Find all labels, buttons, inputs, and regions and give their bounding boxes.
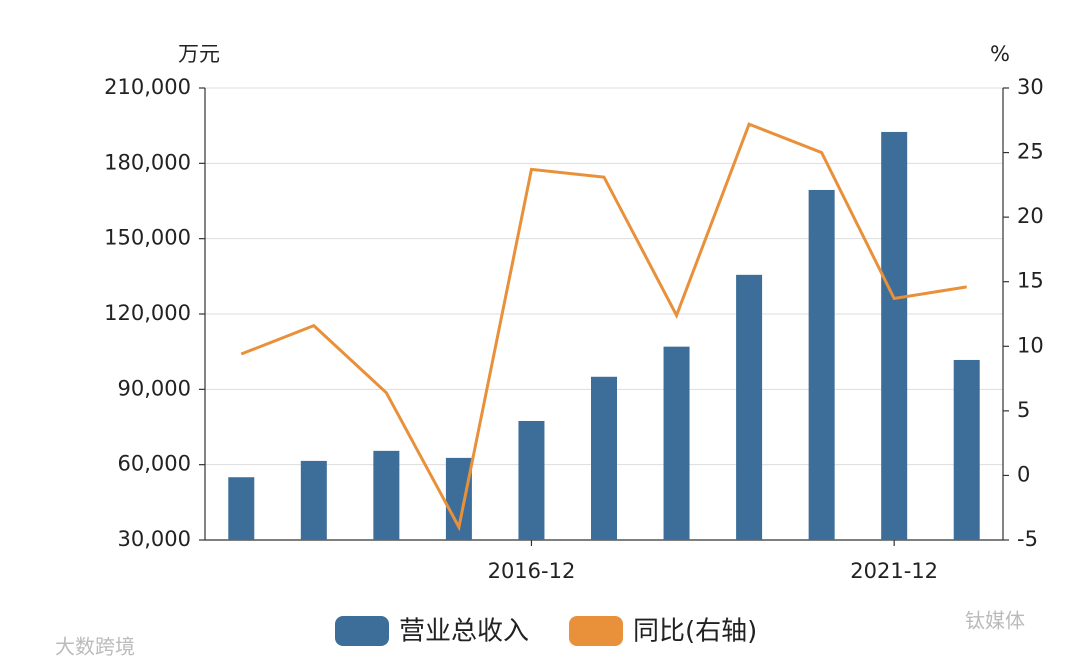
y-tick-label: 90,000 <box>118 376 191 400</box>
bar <box>591 376 617 540</box>
legend-label: 营业总收入 <box>399 617 529 647</box>
y2-tick-label: 20 <box>1017 204 1044 228</box>
y2-tick-label: 15 <box>1017 269 1044 293</box>
legend-swatch <box>335 616 389 646</box>
y-unit: 万元 <box>178 42 220 66</box>
x-tick-label: 2016-12 <box>488 559 576 583</box>
legend-label: 同比(右轴) <box>633 617 757 647</box>
y2-tick-label: 25 <box>1017 140 1044 164</box>
y-tick-label: 180,000 <box>104 150 191 174</box>
bar <box>736 274 763 540</box>
line <box>240 122 967 532</box>
watermark: 大数跨境 <box>55 635 135 659</box>
bar <box>953 359 980 540</box>
bar <box>518 420 545 540</box>
bar <box>881 131 908 540</box>
y2-unit: % <box>990 42 1010 66</box>
watermark: 钛媒体 <box>965 609 1025 633</box>
x-tick-label: 2021-12 <box>850 559 938 583</box>
bar <box>373 450 400 540</box>
bar <box>808 189 835 540</box>
bar <box>663 346 690 540</box>
y2-tick-label: 30 <box>1017 75 1044 99</box>
y-tick-label: 30,000 <box>118 527 191 551</box>
y-tick-label: 60,000 <box>118 452 191 476</box>
bar <box>300 460 327 540</box>
y2-tick-label: 10 <box>1017 333 1044 357</box>
y-tick-label: 210,000 <box>104 75 191 99</box>
y2-tick-label: 0 <box>1017 462 1030 486</box>
y-tick-label: 120,000 <box>104 301 191 325</box>
y2-tick-label: 5 <box>1017 398 1030 422</box>
bar <box>228 477 255 540</box>
y-tick-label: 150,000 <box>104 226 191 250</box>
y2-tick-label: -5 <box>1017 527 1038 551</box>
legend-swatch <box>569 616 624 646</box>
